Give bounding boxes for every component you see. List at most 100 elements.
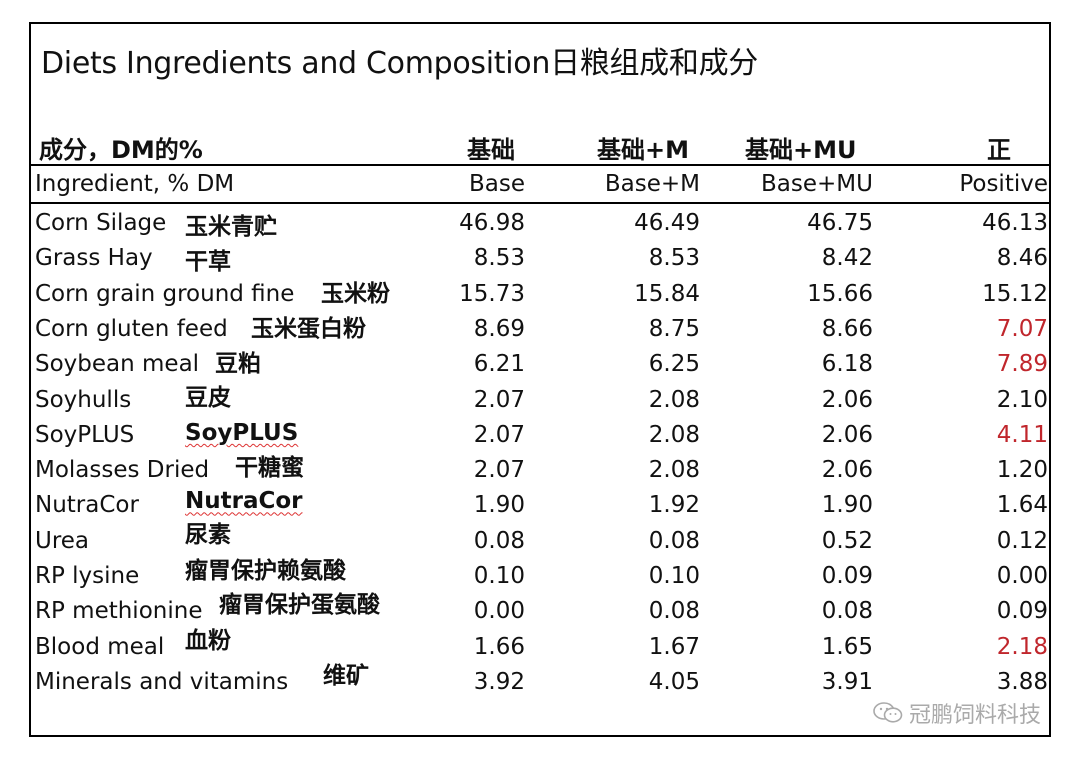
cell-positive: 1.20: [996, 457, 1048, 484]
row-ingredient-en: NutraCor: [35, 492, 139, 519]
header-cn-positive: 正: [987, 136, 1011, 164]
row-ingredient-cn: 尿素: [185, 521, 231, 548]
cell-base-m: 46.49: [634, 210, 700, 236]
header-cn-label: 成分，DM的%: [39, 136, 203, 164]
cell-base-m: 1.67: [648, 633, 700, 660]
header-cn-base: 基础: [467, 136, 515, 164]
cell-base-m: 2.08: [648, 457, 700, 484]
cell-positive: 15.12: [982, 280, 1048, 307]
row-ingredient-en: Soybean meal: [35, 351, 200, 378]
row-ingredient-en: Molasses Dried: [35, 457, 210, 484]
cell-base-m: 8.75: [648, 315, 700, 342]
cell-base: 6.21: [473, 351, 525, 378]
row-ingredient-cn: 玉米粉: [321, 280, 390, 307]
cell-positive: 3.88: [996, 668, 1048, 695]
row-ingredient-cn: 玉米青贮: [185, 214, 277, 240]
cell-base-m: 8.53: [648, 245, 700, 272]
cell-positive: 4.11: [996, 421, 1048, 448]
cell-base: 0.00: [473, 598, 525, 625]
header-cn-base-mu: 基础+MU: [745, 136, 857, 164]
cell-base: 8.53: [473, 245, 525, 272]
cell-base: 3.92: [473, 668, 525, 695]
cell-positive: 8.46: [996, 245, 1048, 272]
row-ingredient-cn: 干糖蜜: [235, 455, 304, 482]
cell-positive: 0.09: [996, 598, 1048, 625]
cell-base-mu: 0.09: [821, 563, 873, 589]
row-ingredient-en: Blood meal: [35, 633, 165, 660]
row-ingredient-cn: 瘤胃保护蛋氨酸: [219, 592, 380, 619]
watermark: 冠鹏饲料科技: [873, 697, 1041, 729]
cell-base-mu: 8.66: [821, 315, 873, 342]
row-ingredient-cn: 玉米蛋白粉: [251, 315, 366, 342]
row-ingredient-en: Corn gluten feed: [35, 315, 228, 342]
cell-base-mu: 0.08: [821, 598, 873, 625]
cell-base: 46.98: [459, 210, 525, 236]
cell-base-m: 4.05: [648, 668, 700, 695]
row-ingredient-cn: 瘤胃保护赖氨酸: [185, 558, 346, 584]
cell-base: 2.07: [473, 457, 525, 484]
cell-positive: 1.64: [996, 492, 1048, 519]
row-ingredient-en: Corn grain ground fine: [35, 280, 295, 307]
cell-base-mu: 8.42: [821, 245, 873, 272]
cell-base-m: 2.08: [648, 386, 700, 413]
cell-base-mu: 1.90: [821, 492, 873, 519]
header-en-label: Ingredient, % DM: [35, 171, 235, 197]
row-ingredient-cn: 豆皮: [185, 384, 231, 411]
header-en-base: Base: [468, 171, 525, 197]
cell-base: 8.69: [473, 315, 525, 342]
row-ingredient-en: Soyhulls: [35, 386, 132, 413]
wechat-icon: [873, 702, 903, 724]
row-ingredient-cn: NutraCor: [185, 488, 303, 515]
cell-base: 2.07: [473, 421, 525, 448]
cell-base: 0.10: [473, 563, 525, 589]
slide-title: Diets Ingredients and Composition日粮组成和成分: [41, 46, 758, 81]
cell-base: 2.07: [473, 386, 525, 413]
cell-base: 1.66: [473, 633, 525, 660]
cell-base-m: 1.92: [648, 492, 700, 519]
cell-positive: 2.18: [996, 633, 1048, 660]
cell-base-mu: 0.52: [821, 527, 873, 554]
cell-positive: 2.10: [996, 386, 1048, 413]
cell-positive: 7.07: [996, 315, 1048, 342]
cell-base-mu: 2.06: [821, 457, 873, 484]
header-cn-base-m: 基础+M: [597, 136, 689, 164]
header-en-positive: Positive: [959, 171, 1048, 197]
row-ingredient-cn: 豆粕: [215, 351, 261, 378]
header-bottom-rule: [31, 202, 1049, 204]
cell-base-mu: 1.65: [821, 633, 873, 660]
row-ingredient-en: Minerals and vitamins: [35, 668, 289, 695]
cell-positive: 0.00: [996, 563, 1048, 589]
diet-table-slide: Diets Ingredients and Composition日粮组成和成分…: [29, 22, 1051, 737]
row-ingredient-en: Corn Silage: [35, 210, 167, 236]
cell-base-mu: 6.18: [821, 351, 873, 378]
cell-base-m: 2.08: [648, 421, 700, 448]
cell-base-mu: 15.66: [807, 280, 873, 307]
cell-base-m: 0.08: [648, 598, 700, 625]
header-en-base-mu: Base+MU: [761, 171, 873, 197]
row-ingredient-en: RP methionine: [35, 598, 203, 625]
row-ingredient-en: RP lysine: [35, 563, 140, 589]
row-ingredient-cn: 维矿: [323, 662, 369, 689]
cell-positive: 7.89: [996, 351, 1048, 378]
cell-base: 15.73: [459, 280, 525, 307]
cell-base-mu: 46.75: [807, 210, 873, 236]
cell-base-m: 0.10: [648, 563, 700, 589]
cell-base-mu: 2.06: [821, 386, 873, 413]
cell-positive: 46.13: [982, 210, 1048, 236]
cell-base-m: 15.84: [634, 280, 700, 307]
cell-positive: 0.12: [996, 527, 1048, 554]
row-ingredient-cn: SoyPLUS: [185, 419, 299, 446]
header-top-rule: [31, 164, 1049, 166]
cell-base: 0.08: [473, 527, 525, 554]
row-ingredient-cn: 血粉: [185, 627, 231, 654]
watermark-text: 冠鹏饲料科技: [908, 703, 1041, 728]
row-ingredient-en: Urea: [35, 527, 90, 554]
header-en-base-m: Base+M: [604, 171, 700, 197]
row-ingredient-en: SoyPLUS: [35, 421, 135, 448]
cell-base-mu: 3.91: [821, 668, 873, 695]
row-ingredient-cn: 干草: [185, 249, 231, 276]
cell-base-m: 6.25: [648, 351, 700, 378]
cell-base: 1.90: [473, 492, 525, 519]
cell-base-mu: 2.06: [821, 421, 873, 448]
row-ingredient-en: Grass Hay: [35, 245, 153, 272]
